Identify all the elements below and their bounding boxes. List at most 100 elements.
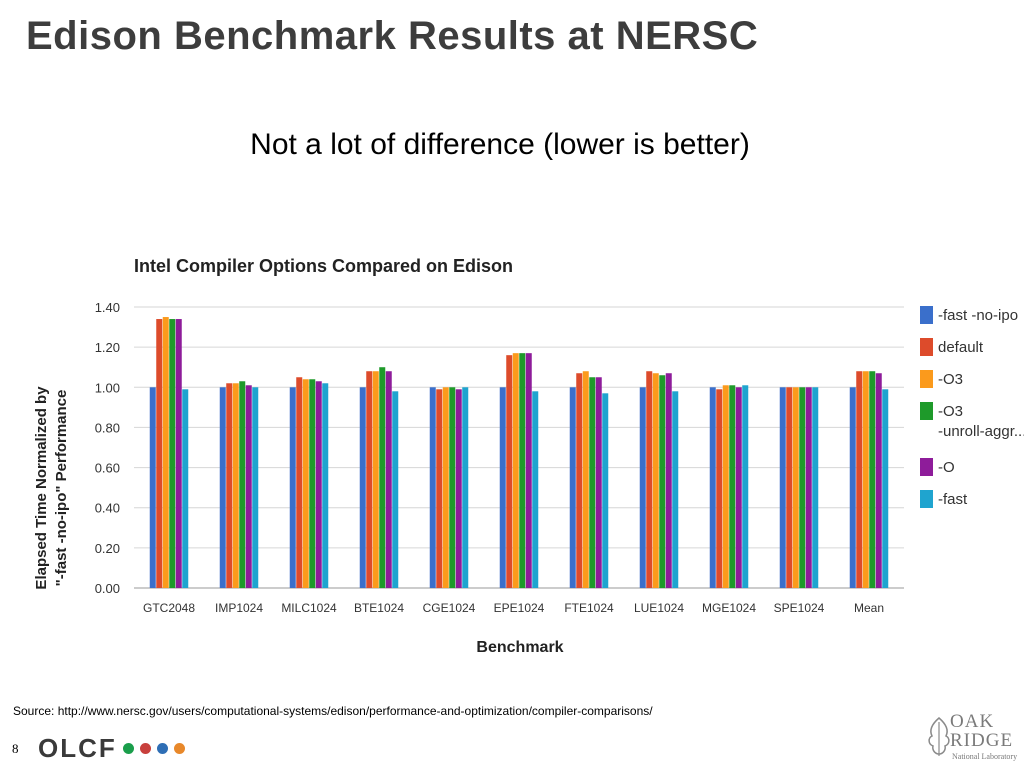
logo-dot-blue — [156, 742, 168, 754]
y-tick-label: 0.20 — [95, 541, 120, 556]
bar — [442, 387, 449, 588]
legend-swatch — [920, 490, 933, 508]
slide-title: Edison Benchmark Results at NERSC — [26, 14, 759, 58]
bar — [149, 387, 156, 588]
oak-ridge-logo: OAK RIDGE National Laboratory — [926, 712, 1020, 764]
grid-lines — [134, 306, 904, 589]
bar — [512, 353, 519, 588]
bar — [462, 387, 469, 588]
bar — [646, 371, 653, 588]
y-tick-labels: 0.00 0.20 0.40 0.60 0.80 1.00 1.20 1.40 — [95, 300, 120, 596]
x-tick-label: SPE1024 — [774, 601, 825, 615]
bar — [652, 373, 659, 588]
x-tick-label: EPE1024 — [494, 601, 545, 615]
bar — [449, 387, 456, 588]
x-tick-label: MILC1024 — [281, 601, 337, 615]
bar — [779, 387, 786, 588]
bar — [239, 381, 246, 588]
oak-ridge-logo-line1: OAK — [950, 711, 995, 732]
bar — [372, 371, 379, 588]
bar — [296, 377, 303, 588]
bar — [812, 387, 819, 588]
bar — [156, 319, 163, 588]
oak-ridge-logo-line3: National Laboratory — [952, 752, 1018, 761]
bar — [862, 371, 869, 588]
legend-swatch — [920, 402, 933, 420]
y-axis-label-line2: "-fast -no-ipo" Performance — [53, 390, 70, 587]
logo-dot-green — [122, 742, 134, 754]
bar — [602, 393, 609, 588]
y-tick-label: 1.40 — [95, 300, 120, 315]
page-number: 8 — [12, 741, 19, 756]
y-tick-label: 1.20 — [95, 340, 120, 355]
bar — [722, 385, 729, 588]
bar — [252, 387, 259, 588]
bar — [226, 383, 233, 588]
olcf-logo: OLCF — [38, 733, 185, 763]
bar — [162, 317, 169, 588]
bar-chart: Intel Compiler Options Compared on Ediso… — [24, 230, 1024, 670]
bar — [519, 353, 526, 588]
slide-subtitle: Not a lot of difference (lower is better… — [250, 128, 750, 161]
bar — [315, 381, 322, 588]
x-tick-label: CGE1024 — [423, 601, 476, 615]
bar — [716, 389, 723, 588]
bar — [595, 377, 602, 588]
logo-dot-red — [139, 742, 151, 754]
bar — [582, 371, 589, 588]
bar — [799, 387, 806, 588]
bar — [665, 373, 672, 588]
legend-swatch — [920, 338, 933, 356]
bar — [392, 391, 399, 588]
x-tick-label: FTE1024 — [564, 601, 614, 615]
x-tick-label: BTE1024 — [354, 601, 404, 615]
legend-label: -fast — [938, 491, 968, 508]
bar — [359, 387, 366, 588]
x-tick-label: Mean — [854, 601, 884, 615]
legend-label: -fast -no-ipo — [938, 307, 1018, 324]
bar — [659, 375, 666, 588]
x-tick-label: IMP1024 — [215, 601, 263, 615]
bar — [639, 387, 646, 588]
bar — [302, 379, 309, 588]
y-tick-label: 1.00 — [95, 380, 120, 395]
legend-label: default — [938, 339, 984, 356]
logo-dot-orange — [173, 742, 185, 754]
bar — [245, 385, 252, 588]
bar — [455, 389, 462, 588]
bar — [169, 319, 176, 588]
bar — [366, 371, 373, 588]
y-tick-label: 0.80 — [95, 420, 120, 435]
y-axis-label: Elapsed Time Normalized by "-fast -no-ip… — [33, 386, 70, 590]
legend-swatch — [920, 306, 933, 324]
bar — [742, 385, 749, 588]
olcf-logo-text: OLCF — [38, 732, 117, 763]
bar — [856, 371, 863, 588]
bar — [735, 387, 742, 588]
bar — [532, 391, 539, 588]
bar — [576, 373, 583, 588]
bar — [786, 387, 793, 588]
bar — [499, 387, 506, 588]
bar — [182, 389, 189, 588]
bar — [219, 387, 226, 588]
bar — [805, 387, 812, 588]
bar — [232, 383, 239, 588]
bar — [709, 387, 716, 588]
bar — [792, 387, 799, 588]
y-tick-label: 0.60 — [95, 461, 120, 476]
x-tick-label: LUE1024 — [634, 601, 684, 615]
bar — [672, 391, 679, 588]
bar — [869, 371, 876, 588]
bars — [149, 317, 889, 588]
y-axis-label-line1: Elapsed Time Normalized by — [33, 386, 50, 590]
oak-ridge-logo-line2: RIDGE — [950, 730, 1014, 751]
bar — [729, 385, 736, 588]
bar — [289, 387, 296, 588]
legend-label: -O3 — [938, 371, 963, 388]
legend-swatch — [920, 458, 933, 476]
bar — [506, 355, 513, 588]
chart-title: Intel Compiler Options Compared on Ediso… — [134, 256, 513, 276]
y-tick-label: 0.00 — [95, 581, 120, 596]
source-citation: Source: http://www.nersc.gov/users/compu… — [13, 704, 653, 718]
